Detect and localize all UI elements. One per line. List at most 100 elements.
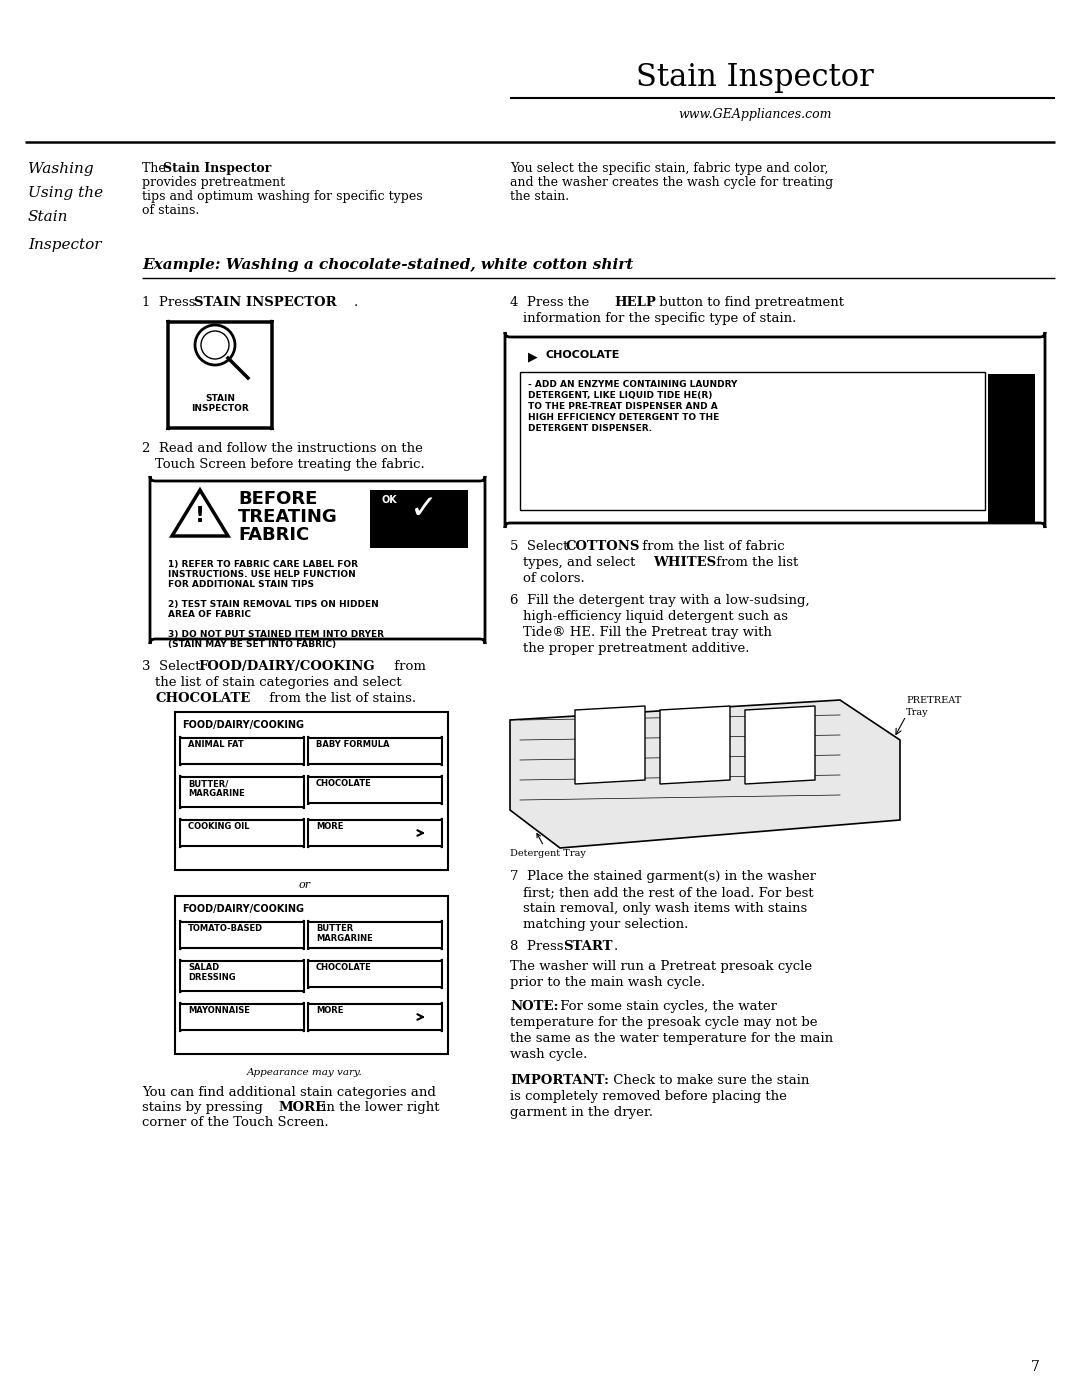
- FancyBboxPatch shape: [308, 775, 442, 805]
- FancyBboxPatch shape: [308, 1002, 442, 1032]
- Text: CHOCOLATE: CHOCOLATE: [316, 780, 372, 788]
- Polygon shape: [660, 705, 730, 784]
- Text: .: .: [354, 296, 359, 309]
- Text: STAIN INSPECTOR: STAIN INSPECTOR: [194, 296, 337, 309]
- Text: Detergent Tray: Detergent Tray: [510, 834, 585, 858]
- Text: CHOCOLATE: CHOCOLATE: [545, 351, 619, 360]
- Text: FABRIC: FABRIC: [238, 527, 309, 543]
- Text: 5  Select: 5 Select: [510, 541, 572, 553]
- Text: the same as the water temperature for the main: the same as the water temperature for th…: [510, 1032, 833, 1045]
- Text: TO THE PRE-TREAT DISPENSER AND A: TO THE PRE-TREAT DISPENSER AND A: [528, 402, 718, 411]
- Text: PRETREAT: PRETREAT: [906, 696, 961, 705]
- Text: AREA OF FABRIC: AREA OF FABRIC: [168, 610, 251, 619]
- Polygon shape: [172, 490, 228, 536]
- Text: .: .: [615, 940, 618, 953]
- Text: Tide® HE. Fill the Pretreat tray with: Tide® HE. Fill the Pretreat tray with: [523, 626, 772, 638]
- Text: COTTONS: COTTONS: [565, 541, 639, 553]
- Text: Inspector: Inspector: [28, 237, 102, 251]
- Text: garment in the dryer.: garment in the dryer.: [510, 1106, 653, 1119]
- FancyBboxPatch shape: [180, 921, 303, 950]
- FancyBboxPatch shape: [180, 1002, 303, 1032]
- FancyBboxPatch shape: [308, 921, 442, 950]
- Text: BEFORE: BEFORE: [238, 490, 318, 509]
- Text: wash cycle.: wash cycle.: [510, 1048, 588, 1060]
- Circle shape: [195, 326, 235, 365]
- FancyBboxPatch shape: [308, 819, 442, 848]
- FancyBboxPatch shape: [180, 958, 303, 993]
- Text: 2  Read and follow the instructions on the: 2 Read and follow the instructions on th…: [141, 441, 423, 455]
- Text: For some stain cycles, the water: For some stain cycles, the water: [556, 1000, 777, 1013]
- FancyBboxPatch shape: [168, 320, 272, 430]
- Text: MORE: MORE: [278, 1101, 325, 1113]
- Text: FOR ADDITIONAL STAIN TIPS: FOR ADDITIONAL STAIN TIPS: [168, 580, 314, 590]
- Text: DETERGENT, LIKE LIQUID TIDE HE(R): DETERGENT, LIKE LIQUID TIDE HE(R): [528, 391, 713, 400]
- Polygon shape: [575, 705, 645, 784]
- FancyBboxPatch shape: [180, 775, 303, 809]
- Text: FOOD/DAIRY/COOKING: FOOD/DAIRY/COOKING: [183, 904, 303, 914]
- Text: the list of stain categories and select: the list of stain categories and select: [156, 676, 402, 689]
- Text: HIGH EFFICIENCY DETERGENT TO THE: HIGH EFFICIENCY DETERGENT TO THE: [528, 414, 719, 422]
- Text: tips and optimum washing for specific types: tips and optimum washing for specific ty…: [141, 190, 422, 203]
- Text: 1) REFER TO FABRIC CARE LABEL FOR: 1) REFER TO FABRIC CARE LABEL FOR: [168, 560, 357, 569]
- Text: Stain Inspector: Stain Inspector: [636, 61, 874, 94]
- Text: 7  Place the stained garment(s) in the washer: 7 Place the stained garment(s) in the wa…: [510, 870, 816, 883]
- Bar: [988, 374, 1035, 524]
- Text: INSTRUCTIONS. USE HELP FUNCTION: INSTRUCTIONS. USE HELP FUNCTION: [168, 570, 355, 578]
- Text: provides pretreatment: provides pretreatment: [141, 176, 285, 189]
- Text: BUTTER/
MARGARINE: BUTTER/ MARGARINE: [188, 780, 245, 799]
- Text: OK: OK: [382, 495, 397, 504]
- Text: COOKING OIL: COOKING OIL: [188, 821, 249, 831]
- Polygon shape: [745, 705, 815, 784]
- Text: is completely removed before placing the: is completely removed before placing the: [510, 1090, 787, 1104]
- Text: from the list of fabric: from the list of fabric: [638, 541, 785, 553]
- Text: You can find additional stain categories and: You can find additional stain categories…: [141, 1085, 436, 1099]
- Text: matching your selection.: matching your selection.: [523, 918, 688, 930]
- FancyBboxPatch shape: [505, 332, 1045, 528]
- Text: NOTE:: NOTE:: [510, 1000, 558, 1013]
- Text: SALAD
DRESSING: SALAD DRESSING: [188, 963, 235, 982]
- Text: from the list: from the list: [712, 556, 798, 569]
- Text: BABY FORMULA: BABY FORMULA: [316, 740, 390, 749]
- Bar: [175, 895, 448, 1053]
- Text: IMPORTANT:: IMPORTANT:: [510, 1074, 609, 1087]
- Text: 1  Press: 1 Press: [141, 296, 200, 309]
- Text: 3  Select: 3 Select: [141, 659, 205, 673]
- Text: 4  Press the: 4 Press the: [510, 296, 594, 309]
- Text: temperature for the presoak cycle may not be: temperature for the presoak cycle may no…: [510, 1016, 818, 1030]
- Text: ▶: ▶: [528, 351, 538, 363]
- Text: types, and select: types, and select: [523, 556, 639, 569]
- Text: Appearance may vary.: Appearance may vary.: [247, 1067, 363, 1077]
- Text: first; then add the rest of the load. For best: first; then add the rest of the load. Fo…: [523, 886, 813, 900]
- Polygon shape: [510, 700, 900, 848]
- Text: ANIMAL FAT: ANIMAL FAT: [188, 740, 244, 749]
- Text: www.GEAppliances.com: www.GEAppliances.com: [678, 108, 832, 122]
- Text: Stain Inspector: Stain Inspector: [163, 162, 271, 175]
- Bar: [370, 490, 468, 548]
- Text: TREATING: TREATING: [238, 509, 338, 527]
- Text: !: !: [194, 506, 205, 527]
- Text: 6  Fill the detergent tray with a low-sudsing,: 6 Fill the detergent tray with a low-sud…: [510, 594, 810, 608]
- Text: MORE: MORE: [316, 821, 343, 831]
- Text: the stain.: the stain.: [510, 190, 569, 203]
- Text: You select the specific stain, fabric type and color,: You select the specific stain, fabric ty…: [510, 162, 828, 175]
- Text: 2) TEST STAIN REMOVAL TIPS ON HIDDEN: 2) TEST STAIN REMOVAL TIPS ON HIDDEN: [168, 599, 379, 609]
- FancyBboxPatch shape: [308, 736, 442, 766]
- Text: Check to make sure the stain: Check to make sure the stain: [609, 1074, 809, 1087]
- Text: in the lower right: in the lower right: [318, 1101, 440, 1113]
- Text: Washing: Washing: [28, 162, 94, 176]
- Text: prior to the main wash cycle.: prior to the main wash cycle.: [510, 977, 705, 989]
- Text: the proper pretreatment additive.: the proper pretreatment additive.: [523, 643, 750, 655]
- FancyBboxPatch shape: [180, 736, 303, 766]
- Text: Tray: Tray: [906, 708, 929, 717]
- Text: Stain: Stain: [28, 210, 68, 224]
- Text: The: The: [141, 162, 170, 175]
- Text: stains by pressing: stains by pressing: [141, 1101, 267, 1113]
- FancyBboxPatch shape: [150, 476, 485, 644]
- Text: MAYONNAISE: MAYONNAISE: [188, 1006, 249, 1016]
- Text: TOMATO-BASED: TOMATO-BASED: [188, 923, 264, 933]
- Text: 8  Press: 8 Press: [510, 940, 568, 953]
- Text: HELP: HELP: [615, 296, 656, 309]
- Text: ✓: ✓: [410, 492, 438, 525]
- Text: from: from: [390, 659, 426, 673]
- Text: - ADD AN ENZYME CONTAINING LAUNDRY: - ADD AN ENZYME CONTAINING LAUNDRY: [528, 380, 738, 388]
